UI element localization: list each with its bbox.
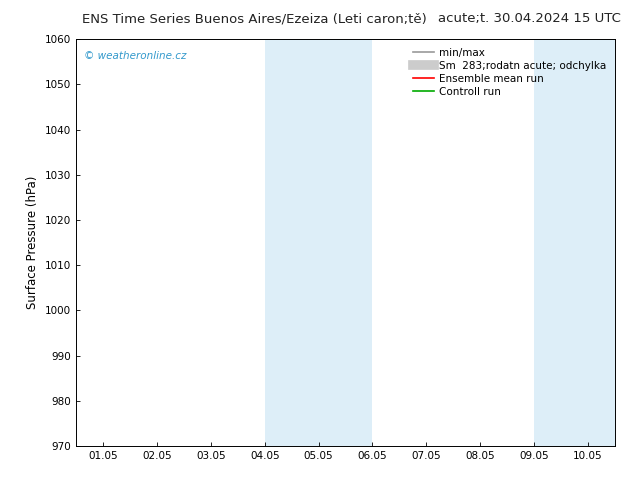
Bar	[265, 39, 373, 446]
Y-axis label: Surface Pressure (hPa): Surface Pressure (hPa)	[27, 176, 39, 309]
Text: acute;t. 30.04.2024 15 UTC: acute;t. 30.04.2024 15 UTC	[439, 12, 621, 25]
Text: © weatheronline.cz: © weatheronline.cz	[84, 51, 186, 61]
Text: ENS Time Series Buenos Aires/Ezeiza (Leti caron;tě): ENS Time Series Buenos Aires/Ezeiza (Let…	[82, 12, 427, 25]
Legend: min/max, Sm  283;rodatn acute; odchylka, Ensemble mean run, Controll run: min/max, Sm 283;rodatn acute; odchylka, …	[410, 45, 610, 100]
Bar	[534, 39, 615, 446]
